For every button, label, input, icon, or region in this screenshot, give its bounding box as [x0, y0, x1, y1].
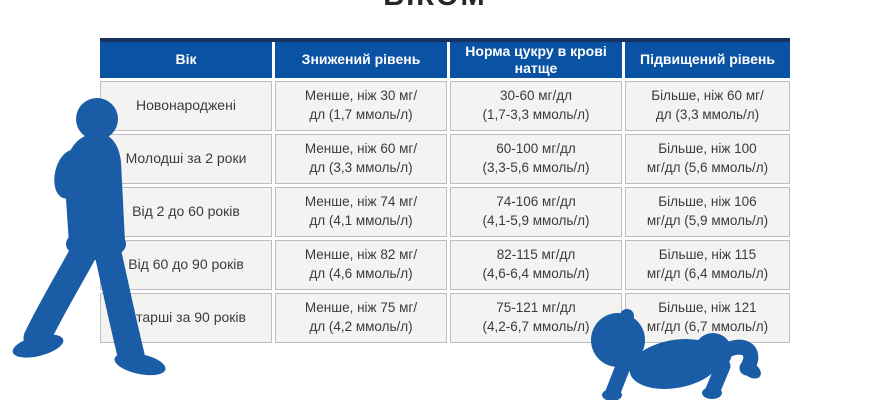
age-cell: Від 60 до 90 років: [100, 240, 272, 290]
age-cell: Новонароджені: [100, 81, 272, 131]
high-level-cell: Більше, ніж 60 мг/ дл (3,3 ммоль/л): [625, 81, 790, 131]
col-header-norm-fasting: Норма цукру в крові натще: [450, 42, 622, 78]
norm-cell: 82-115 мг/дл (4,6-6,4 ммоль/л): [450, 240, 622, 290]
age-cell: Від 2 до 60 років: [100, 187, 272, 237]
table-top-accent-bar: [100, 38, 790, 42]
norm-cell: 30-60 мг/дл (1,7-3,3 ммоль/л): [450, 81, 622, 131]
page-title-cropped: ВІКОМ: [0, 0, 870, 10]
blood-sugar-table: Вік Знижений рівень Норма цукру в крові …: [100, 42, 790, 343]
low-level-cell: Менше, ніж 74 мг/ дл (4,1 ммоль/л): [275, 187, 447, 237]
col-header-low-level: Знижений рівень: [275, 42, 447, 78]
col-header-high-level: Підвищений рівень: [625, 42, 790, 78]
low-level-cell: Менше, ніж 60 мг/ дл (3,3 ммоль/л): [275, 134, 447, 184]
high-level-cell: Більше, ніж 115 мг/дл (6,4 ммоль/л): [625, 240, 790, 290]
low-level-cell: Менше, ніж 82 мг/ дл (4,6 ммоль/л): [275, 240, 447, 290]
col-header-age: Вік: [100, 42, 272, 78]
high-level-cell: Більше, ніж 100 мг/дл (5,6 ммоль/л): [625, 134, 790, 184]
crawling-baby-silhouette: [591, 309, 761, 400]
walking-person-silhouette: [12, 98, 166, 376]
age-cell: Молодші за 2 роки: [100, 134, 272, 184]
high-level-cell: Більше, ніж 106 мг/дл (5,9 ммоль/л): [625, 187, 790, 237]
page-title-text: ВІКОМ: [0, 0, 870, 10]
norm-cell: 74-106 мг/дл (4,1-5,9 ммоль/л): [450, 187, 622, 237]
norm-cell: 60-100 мг/дл (3,3-5,6 ммоль/л): [450, 134, 622, 184]
low-level-cell: Менше, ніж 75 мг/ дл (4,2 ммоль/л): [275, 293, 447, 343]
low-level-cell: Менше, ніж 30 мг/ дл (1,7 ммоль/л): [275, 81, 447, 131]
